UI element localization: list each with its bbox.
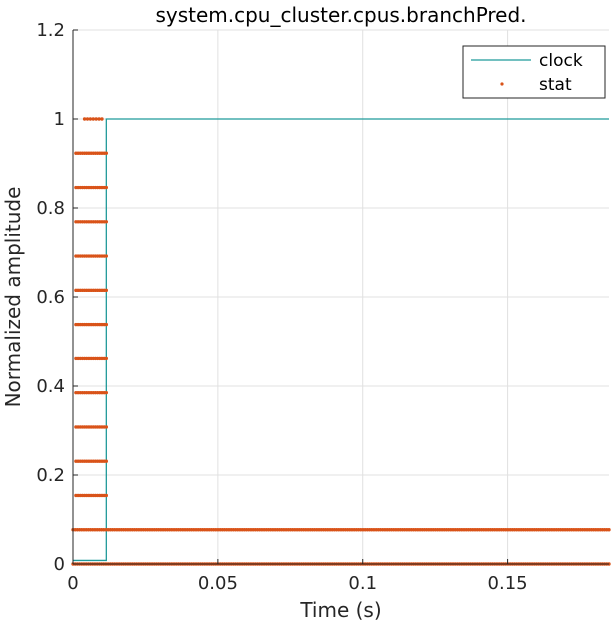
y-tick-label: 1: [54, 109, 65, 130]
stat-point: [104, 185, 109, 190]
stat-point: [104, 459, 109, 463]
stat-point: [104, 493, 109, 498]
stat-point: [104, 151, 109, 155]
chart-title: system.cpu_cluster.cpus.branchPred.: [155, 3, 526, 27]
axes: [72, 29, 609, 565]
stat-band-0: [82, 117, 104, 121]
stat-point: [104, 220, 109, 224]
stat-band-5: [74, 288, 109, 293]
stat-point: [91, 117, 95, 121]
stat-point: [100, 117, 104, 121]
tick-labels: 0 0.05 0.1 0.15 0 0.2 0.4 0.6 0.8 1 1.2: [36, 20, 527, 594]
stat-band-2: [74, 185, 109, 190]
stat-band-8: [74, 390, 109, 395]
stat-band-11: [74, 493, 109, 498]
y-tick-label: 0.2: [36, 465, 65, 486]
x-tick-label: 0.15: [488, 573, 528, 594]
legend-stat-label: stat: [539, 75, 572, 95]
x-tick-label: 0.05: [198, 573, 238, 594]
series-stat: [71, 117, 611, 566]
stat-point: [104, 288, 109, 293]
stat-point: [104, 425, 109, 429]
y-tick-label: 0.6: [36, 287, 65, 308]
x-tick-label: 0.1: [348, 573, 377, 594]
grid: [73, 29, 609, 564]
stat-band-9: [74, 425, 109, 429]
stat-band-6: [74, 322, 109, 327]
plot-area: [71, 117, 611, 566]
y-tick-label: 0.8: [36, 198, 65, 219]
y-axis-label: Normalized amplitude: [1, 187, 25, 408]
stat-band-12: [71, 528, 611, 532]
y-tick-label: 1.2: [36, 20, 65, 41]
x-tick-label: 0: [67, 573, 78, 594]
legend-clock-label: clock: [539, 51, 583, 71]
stat-band-3: [74, 220, 109, 224]
stat-point: [104, 356, 109, 361]
stat-band-1: [74, 151, 109, 155]
stat-point: [94, 117, 98, 121]
stat-point: [97, 117, 101, 121]
stat-point: [82, 117, 87, 121]
series-clock-line: [73, 118, 609, 562]
legend-box: [462, 45, 606, 99]
stat-band-10: [74, 459, 109, 463]
stat-point: [104, 254, 109, 258]
stat-point: [607, 528, 611, 532]
y-tick-label: 0: [54, 554, 65, 575]
legend-stat-swatch: [500, 82, 504, 86]
legend: clock stat: [462, 45, 606, 99]
stat-point: [104, 322, 109, 327]
stat-point: [104, 390, 109, 395]
stat-band-4: [74, 254, 109, 258]
stat-point: [85, 117, 90, 121]
x-axis-label: Time (s): [299, 598, 381, 622]
stat-point: [88, 117, 93, 121]
stat-band-7: [74, 356, 109, 361]
y-tick-label: 0.4: [36, 376, 65, 397]
